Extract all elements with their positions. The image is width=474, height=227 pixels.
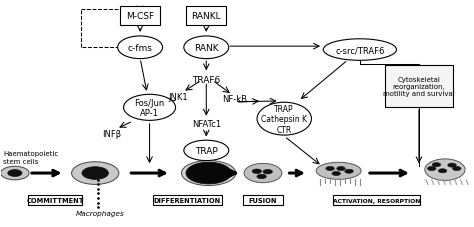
Text: TRAP
Cathepsin K
CTR: TRAP Cathepsin K CTR [261,104,307,134]
Ellipse shape [316,163,361,180]
Text: Haematopoietic
stem cells: Haematopoietic stem cells [3,151,58,164]
Text: Cytoskeletal
reorganization,
motility and survival: Cytoskeletal reorganization, motility an… [383,76,455,96]
Text: c-fms: c-fms [128,44,153,53]
Circle shape [0,167,29,180]
Ellipse shape [323,39,397,61]
Text: TRAF6: TRAF6 [192,75,220,84]
Circle shape [332,172,340,176]
Ellipse shape [124,95,175,121]
Text: ACTIVATION, RESORPTION: ACTIVATION, RESORPTION [333,198,420,203]
Circle shape [448,163,456,168]
Circle shape [263,170,273,174]
Text: Fos/Jun
AP-1: Fos/Jun AP-1 [135,98,164,118]
Circle shape [186,163,231,184]
Circle shape [8,170,22,177]
Circle shape [337,167,345,171]
Circle shape [257,174,266,179]
FancyBboxPatch shape [385,66,453,107]
Text: COMMITTMENT: COMMITTMENT [26,197,84,203]
Circle shape [438,169,447,173]
Text: TRAP: TRAP [195,146,218,155]
FancyBboxPatch shape [153,195,222,205]
FancyBboxPatch shape [186,7,227,25]
Text: JNK1: JNK1 [168,92,188,101]
Text: RANK: RANK [194,44,219,53]
Text: Macrophages: Macrophages [75,210,124,216]
Ellipse shape [72,162,119,185]
Text: c-src/TRAF6: c-src/TRAF6 [335,46,384,55]
Circle shape [345,169,353,173]
Circle shape [432,163,441,167]
Text: M-CSF: M-CSF [126,12,154,21]
Ellipse shape [118,37,163,59]
Ellipse shape [244,164,282,183]
Circle shape [326,167,334,171]
Text: INFβ: INFβ [102,129,121,138]
Text: DIFFERENTIATION: DIFFERENTIATION [154,197,221,203]
FancyBboxPatch shape [120,7,160,25]
Circle shape [82,167,109,180]
FancyBboxPatch shape [28,195,82,205]
Ellipse shape [184,141,229,161]
Circle shape [252,169,262,174]
Ellipse shape [425,159,465,181]
Text: NF-kB: NF-kB [222,94,247,103]
FancyBboxPatch shape [243,195,283,205]
Text: RANKL: RANKL [191,12,221,21]
Text: FUSION: FUSION [249,197,277,203]
Ellipse shape [182,161,236,186]
Ellipse shape [184,37,229,59]
FancyBboxPatch shape [333,195,420,205]
Circle shape [428,167,436,171]
Text: NFATc1: NFATc1 [191,119,221,128]
Circle shape [453,167,461,171]
Ellipse shape [257,103,311,136]
